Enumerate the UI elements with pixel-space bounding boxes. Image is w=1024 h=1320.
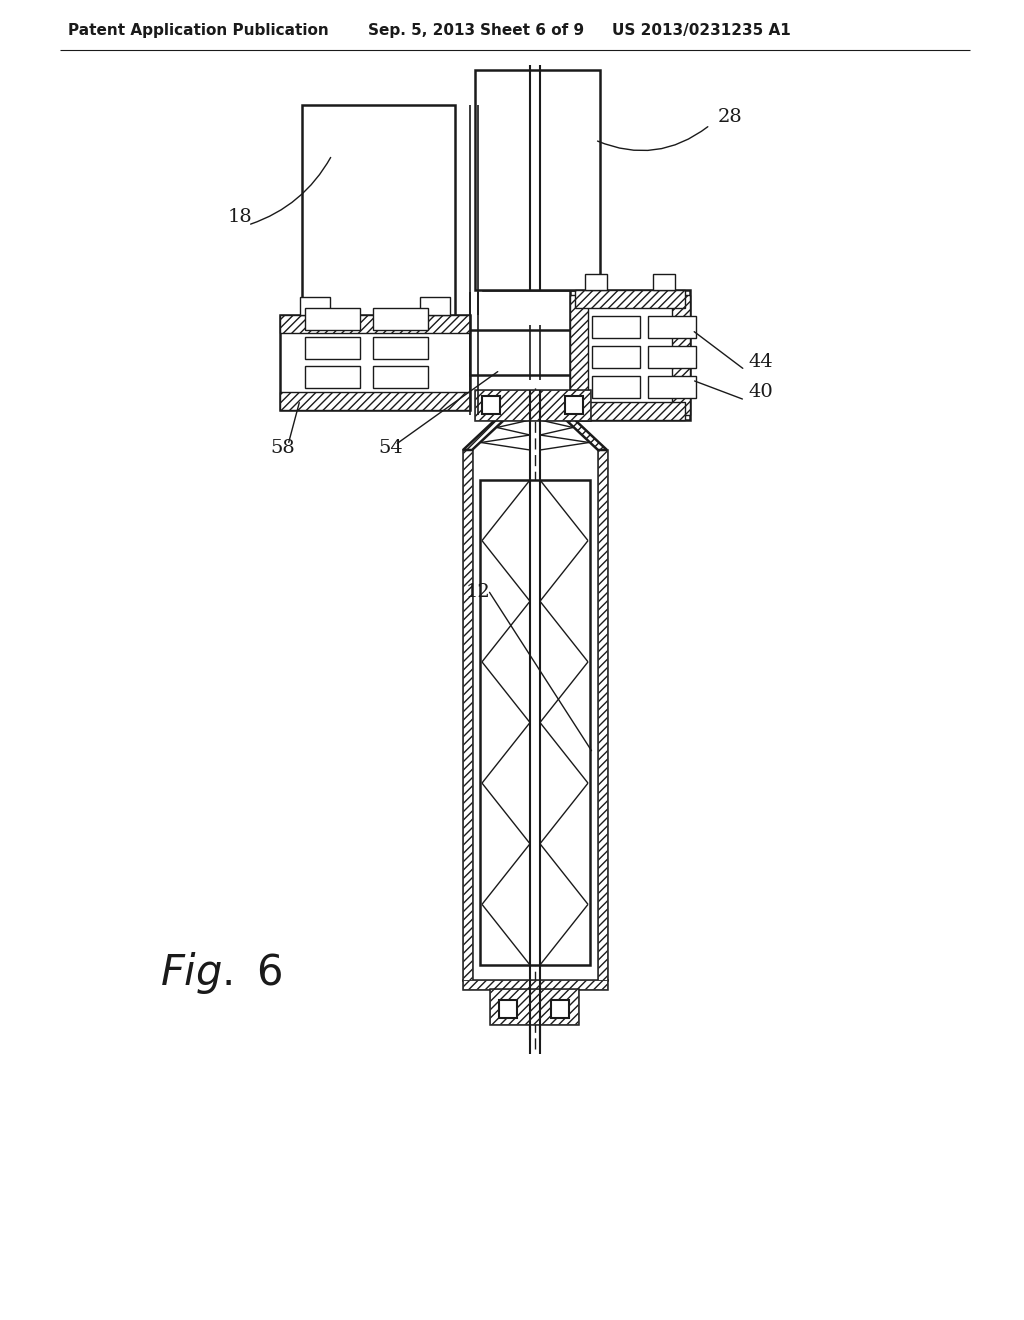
Bar [475,389,590,420]
Bar [592,346,640,368]
Bar [653,275,675,290]
Bar [280,315,470,411]
Bar [490,989,578,1024]
Bar [598,450,607,979]
Polygon shape [566,420,607,450]
Bar [300,297,330,315]
Bar [648,376,696,399]
Bar [463,979,607,989]
Text: Sheet 6 of 9: Sheet 6 of 9 [480,22,584,38]
Text: 18: 18 [228,209,253,226]
Bar [420,297,450,315]
Bar [373,308,428,330]
Bar [280,315,470,333]
Text: 12: 12 [466,583,490,601]
Bar [592,376,640,399]
Bar [280,392,470,411]
Bar [499,1001,517,1018]
Bar [475,389,590,420]
Bar [648,346,696,368]
Bar [463,450,472,979]
Bar [575,290,685,308]
Bar [302,106,455,315]
Polygon shape [463,420,504,450]
Bar [648,315,696,338]
Text: Sep. 5, 2013: Sep. 5, 2013 [368,22,475,38]
Bar [592,315,640,338]
Text: US 2013/0231235 A1: US 2013/0231235 A1 [612,22,791,38]
Bar [585,275,607,290]
Bar [373,366,428,388]
Bar [305,337,360,359]
Text: Patent Application Publication: Patent Application Publication [68,22,329,38]
Bar [475,70,600,290]
Bar [480,480,590,965]
Text: 58: 58 [270,440,295,457]
Text: 40: 40 [748,383,773,401]
Bar [570,290,690,420]
Bar [565,396,583,414]
Bar [570,294,588,414]
Text: 28: 28 [718,108,742,125]
Bar [490,989,578,1024]
Text: $\mathit{Fig.\ 6}$: $\mathit{Fig.\ 6}$ [160,950,283,997]
Bar [551,1001,569,1018]
Bar [470,330,570,375]
Bar [305,308,360,330]
Bar [463,979,607,989]
Bar [373,337,428,359]
Bar [483,75,578,290]
Bar [672,294,690,414]
Bar [598,450,607,979]
Text: 44: 44 [748,352,773,371]
Bar [305,366,360,388]
Bar [575,403,685,420]
Bar [482,396,500,414]
Bar [463,450,472,979]
Text: 54: 54 [378,440,402,457]
